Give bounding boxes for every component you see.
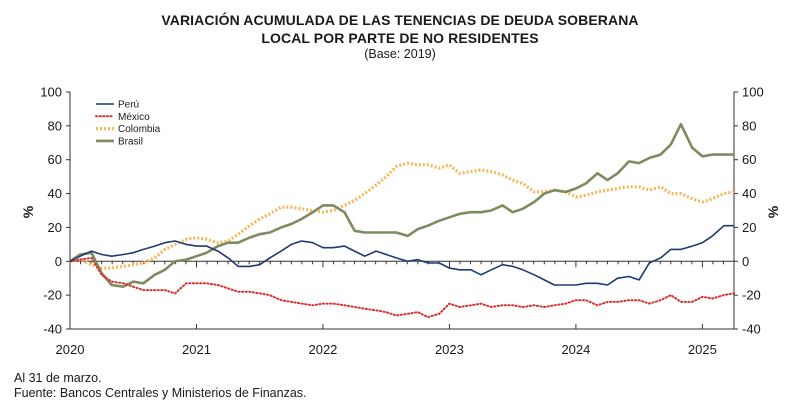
y-tick-label-left: 40 (48, 186, 62, 201)
y-tick-label-left: 0 (55, 254, 62, 269)
x-tick-label: 2020 (56, 342, 85, 357)
footnote: Al 31 de marzo. (14, 371, 102, 385)
y-tick-label-left: 80 (48, 118, 62, 133)
legend-label-peru: Perú (118, 100, 139, 111)
y-tick-label-right: -20 (742, 288, 761, 303)
legend-label-brasil: Brasil (118, 136, 143, 147)
legend-label-colombia: Colombia (118, 124, 161, 135)
y-tick-label-right: 40 (742, 186, 756, 201)
y-tick-label-left: 100 (40, 85, 62, 100)
legend-label-mexico: México (118, 112, 150, 123)
x-tick-label: 2023 (435, 342, 464, 357)
y-tick-label-right: 0 (742, 254, 749, 269)
x-tick-label: 2021 (182, 342, 211, 357)
y-tick-label-left: -40 (43, 322, 62, 337)
y-tick-label-right: -40 (742, 322, 761, 337)
x-tick-label: 2025 (688, 342, 717, 357)
y-tick-label-right: 100 (742, 85, 764, 100)
series-line-peru (69, 224, 734, 286)
y-tick-label-left: 60 (48, 152, 62, 167)
series-line-brasil (69, 122, 734, 288)
y-tick-label-right: 60 (742, 152, 756, 167)
y-axis-title-right: % (765, 205, 781, 218)
chart-subtitle: (Base: 2019) (364, 47, 436, 61)
x-tick-label: 2022 (308, 342, 337, 357)
y-tick-label-left: -20 (43, 288, 62, 303)
series-line-mexico (69, 256, 735, 319)
y-axis-title-left: % (20, 205, 36, 218)
y-tick-label-left: 20 (48, 220, 62, 235)
chart-title-line-1: VARIACIÓN ACUMULADA DE LAS TENENCIAS DE … (161, 12, 639, 28)
y-tick-label-right: 20 (742, 220, 756, 235)
source-note: Fuente: Bancos Centrales y Ministerios d… (14, 386, 307, 400)
series-line-colombia (69, 161, 735, 270)
x-tick-label: 2024 (561, 342, 590, 357)
chart-title-line-2: LOCAL POR PARTE DE NO RESIDENTES (261, 30, 539, 46)
y-tick-label-right: 80 (742, 118, 756, 133)
